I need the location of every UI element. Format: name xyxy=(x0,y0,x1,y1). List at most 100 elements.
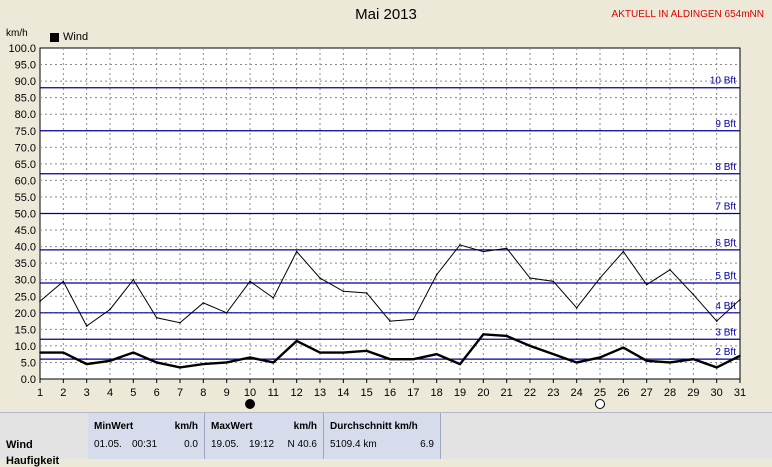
data-point xyxy=(365,292,368,294)
data-point xyxy=(389,320,391,322)
data-point xyxy=(39,300,41,303)
data-point xyxy=(412,358,415,360)
data-point xyxy=(155,316,158,319)
chart-title: Mai 2013 xyxy=(355,6,417,23)
legend: Wind xyxy=(50,31,88,43)
data-point xyxy=(39,351,41,354)
data-point xyxy=(342,290,345,293)
data-point xyxy=(389,358,391,360)
y-tick-label: 40.0 xyxy=(15,242,36,254)
data-point xyxy=(552,280,555,283)
x-tick-label: 1 xyxy=(37,387,43,399)
max-value: N 40.6 xyxy=(287,439,317,450)
x-tick-label: 4 xyxy=(107,387,113,399)
x-tick-label: 15 xyxy=(361,387,373,399)
x-tick-label: 6 xyxy=(154,387,160,399)
data-point xyxy=(575,307,578,309)
avg-header: Durchschnitt km/h xyxy=(330,421,418,432)
data-point xyxy=(225,361,228,364)
stats-panel: Wind Haufigkeit MinWert km/h 01.05. 00:3… xyxy=(0,412,772,467)
data-point xyxy=(459,363,461,365)
x-tick-label: 16 xyxy=(384,387,396,399)
x-tick-label: 18 xyxy=(431,387,443,399)
data-point xyxy=(295,340,298,342)
beaufort-label: 2 Bft xyxy=(715,347,736,358)
x-tick-label: 29 xyxy=(687,387,699,399)
beaufort-label: 5 Bft xyxy=(715,271,736,282)
x-tick-label: 28 xyxy=(664,387,676,399)
avg-distance: 5109.4 km xyxy=(330,439,377,450)
data-point xyxy=(622,250,625,253)
data-point xyxy=(552,353,555,355)
data-point xyxy=(645,283,648,286)
y-tick-label: 90.0 xyxy=(15,76,36,88)
data-point xyxy=(692,293,695,296)
data-point xyxy=(645,359,648,362)
data-point xyxy=(412,318,415,321)
station-label: AKTUELL IN ALDINGEN 654mNN xyxy=(611,9,764,20)
data-point xyxy=(62,280,65,283)
data-point xyxy=(272,297,275,299)
y-tick-label: 45.0 xyxy=(15,225,36,237)
avg-value: 6.9 xyxy=(420,439,434,450)
x-tick-label: 22 xyxy=(524,387,536,399)
data-point xyxy=(739,355,741,357)
y-tick-label: 50.0 xyxy=(15,209,36,221)
min-cell: MinWert km/h 01.05. 00:31 0.0 xyxy=(88,413,205,459)
data-point xyxy=(179,321,181,324)
data-point xyxy=(435,353,438,355)
x-tick-label: 10 xyxy=(244,387,256,399)
x-tick-label: 30 xyxy=(711,387,723,399)
data-point xyxy=(225,312,228,314)
legend-label: Wind xyxy=(63,31,89,43)
x-tick-label: 14 xyxy=(337,387,349,399)
y-tick-label: 15.0 xyxy=(15,324,36,336)
x-tick-label: 5 xyxy=(130,387,136,399)
beaufort-label: 9 Bft xyxy=(715,119,736,130)
min-value: 0.0 xyxy=(184,439,198,450)
x-tick-label: 13 xyxy=(314,387,326,399)
x-tick-label: 21 xyxy=(501,387,513,399)
data-point xyxy=(342,351,345,354)
wind-chart: 0.0 5.0 10.0 15.0 20.0 25.0 30.0 35.0 40.0 45.0 50… xyxy=(8,43,746,409)
full-moon-icon xyxy=(595,399,605,409)
data-point xyxy=(179,366,181,369)
x-tick-label: 23 xyxy=(547,387,559,399)
new-moon-icon xyxy=(245,399,255,409)
y-tick-label: 95.0 xyxy=(15,60,36,72)
data-point xyxy=(109,308,111,311)
y-tick-label: 80.0 xyxy=(15,109,36,121)
y-tick-label: 20.0 xyxy=(15,308,36,320)
data-point xyxy=(62,351,65,354)
max-header: MaxWert xyxy=(211,421,253,432)
data-point xyxy=(202,363,205,365)
max-unit: km/h xyxy=(293,421,317,432)
data-point xyxy=(132,351,135,354)
chart-area: Mai 2013 AKTUELL IN ALDINGEN 654mNN km/h… xyxy=(6,6,764,409)
data-point xyxy=(109,359,111,362)
data-point xyxy=(132,278,135,281)
max-time: 19:12 xyxy=(249,439,275,450)
beaufort-label: 6 Bft xyxy=(715,238,736,249)
data-point xyxy=(599,277,601,279)
beaufort-label: 7 Bft xyxy=(715,202,736,213)
y-tick-label: 25.0 xyxy=(15,291,36,303)
x-tick-label: 17 xyxy=(407,387,419,399)
data-point xyxy=(622,346,625,349)
y-axis-unit: km/h xyxy=(6,28,28,39)
data-point xyxy=(739,298,741,301)
data-point xyxy=(599,356,601,359)
data-point xyxy=(715,366,718,369)
x-tick-label: 8 xyxy=(200,387,206,399)
beaufort-label: 4 Bft xyxy=(715,301,736,312)
data-point xyxy=(715,320,718,322)
beaufort-label: 3 Bft xyxy=(715,327,736,338)
min-header: MinWert xyxy=(94,421,134,432)
x-tick-label: 27 xyxy=(641,387,653,399)
x-tick-label: 19 xyxy=(454,387,466,399)
x-tick-label: 2 xyxy=(60,387,66,399)
data-point xyxy=(319,351,321,354)
data-point xyxy=(155,361,158,364)
data-point xyxy=(365,350,368,352)
x-tick-label: 11 xyxy=(268,387,279,399)
